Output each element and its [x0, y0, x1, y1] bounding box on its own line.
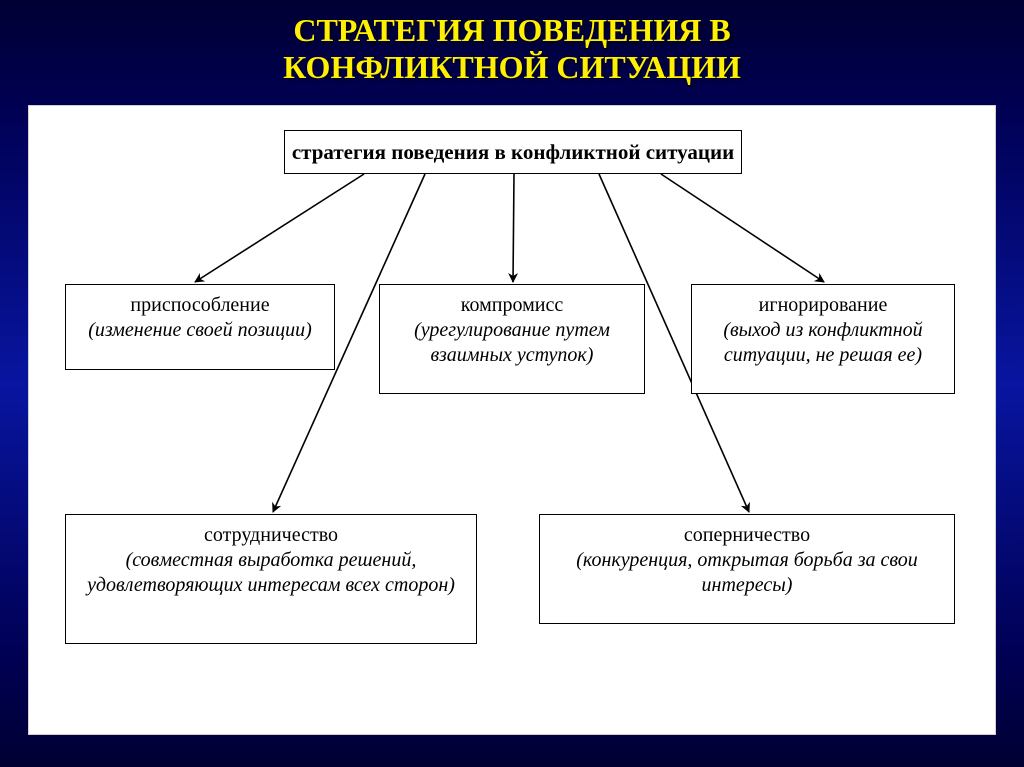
node-ignoring-sub: (выход из конфликтной ситуации, не решая…: [698, 318, 948, 368]
node-cooperation-label: сотрудничество: [72, 523, 470, 548]
node-cooperation-sub: (совместная выработка решений, удовлетво…: [72, 548, 470, 598]
node-cooperation: сотрудничество (совместная выработка реш…: [65, 514, 477, 644]
slide-title: СТРАТЕГИЯ ПОВЕДЕНИЯ В КОНФЛИКТНОЙ СИТУАЦ…: [0, 0, 1024, 86]
node-compromise-sub: (урегулирование путем взаимных уступок): [386, 318, 638, 368]
node-compromise-label: компромисс: [386, 293, 638, 318]
node-competition-sub: (конкуренция, открытая борьба за свои ин…: [546, 548, 948, 598]
node-root-label: стратегия поведения в конфликтной ситуац…: [291, 139, 735, 165]
title-line-1: СТРАТЕГИЯ ПОВЕДЕНИЯ В: [293, 12, 730, 48]
node-ignoring: игнорирование (выход из конфликтной ситу…: [691, 284, 955, 394]
node-root: стратегия поведения в конфликтной ситуац…: [284, 130, 742, 174]
node-competition-label: соперничество: [546, 523, 948, 548]
title-line-2: КОНФЛИКТНОЙ СИТУАЦИИ: [283, 49, 741, 85]
node-accommodation-label: приспособление: [72, 293, 328, 318]
node-ignoring-label: игнорирование: [698, 293, 948, 318]
node-competition: соперничество (конкуренция, открытая бор…: [539, 514, 955, 624]
node-accommodation: приспособление (изменение своей позиции): [65, 284, 335, 370]
node-accommodation-sub: (изменение своей позиции): [72, 318, 328, 343]
diagram-container: стратегия поведения в конфликтной ситуац…: [28, 105, 996, 735]
node-compromise: компромисс (урегулирование путем взаимны…: [379, 284, 645, 394]
